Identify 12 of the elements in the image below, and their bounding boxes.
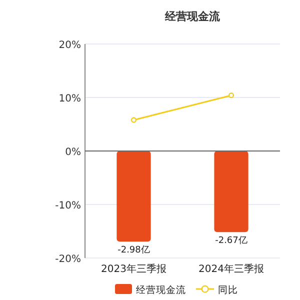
y-tick-label: -10% <box>55 200 81 212</box>
legend-label: 经营现金流 <box>136 284 186 296</box>
x-tick-label: 2024年三季报 <box>198 263 264 275</box>
y-tick-label: 0% <box>65 147 81 158</box>
y-tick-label: 10% <box>58 94 81 104</box>
y-tick-label: -20% <box>55 254 81 265</box>
data-label: -2.67亿 <box>215 235 248 246</box>
y-tick-label: 20% <box>58 40 81 51</box>
chart-title: 经营现金流 <box>164 10 221 23</box>
data-label: -2.98亿 <box>118 244 150 256</box>
legend-label: 同比 <box>218 284 238 296</box>
x-tick-label: 2023年三季报 <box>101 263 166 275</box>
